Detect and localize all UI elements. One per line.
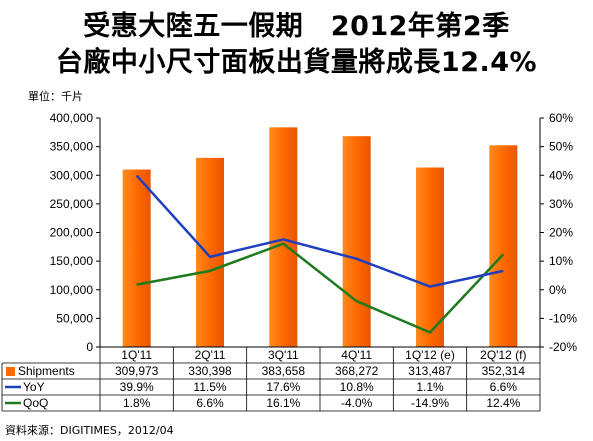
data-label-shipments: 383,658 bbox=[262, 364, 306, 378]
chart-title-line-1: 受惠大陸五一假期 2012年第2季 bbox=[83, 11, 510, 42]
shipments-bar bbox=[489, 145, 518, 347]
right-tick-label: 60% bbox=[549, 111, 573, 125]
left-tick-label: 150,000 bbox=[50, 254, 94, 268]
data-label-qoq: 6.6% bbox=[196, 396, 224, 410]
data-label-qoq: -14.9% bbox=[411, 396, 449, 410]
shipments-bar bbox=[269, 127, 298, 347]
data-label-yoy: 39.9% bbox=[120, 380, 154, 394]
data-label-qoq: -4.0% bbox=[341, 396, 373, 410]
right-tick-label: 10% bbox=[549, 254, 573, 268]
right-tick-label: -10% bbox=[549, 311, 577, 325]
right-tick-label: 0% bbox=[549, 283, 567, 297]
left-tick-label: 100,000 bbox=[50, 283, 94, 297]
data-label-shipments: 313,487 bbox=[408, 364, 452, 378]
data-label-yoy: 17.6% bbox=[266, 380, 300, 394]
category-label: 1Q'11 bbox=[121, 348, 152, 362]
yoy-line bbox=[135, 174, 504, 288]
data-label-shipments: 352,314 bbox=[482, 364, 526, 378]
right-tick-label: 30% bbox=[549, 197, 573, 211]
source-note: 資料來源：DIGITIMES，2012/04 bbox=[5, 424, 174, 437]
category-label: 2Q'12 (f) bbox=[480, 348, 526, 362]
left-tick-label: 250,000 bbox=[50, 197, 94, 211]
shipments-bar bbox=[196, 157, 224, 347]
chart-title-line-2: 台廠中小尺寸面板出貨量將成長12.4% bbox=[55, 47, 538, 78]
right-tick-label: 40% bbox=[549, 168, 573, 182]
category-label: 1Q'12 (e) bbox=[405, 348, 455, 362]
data-label-shipments: 330,398 bbox=[188, 364, 232, 378]
left-tick-label: 0 bbox=[86, 340, 93, 354]
legend-swatch-shipments bbox=[6, 367, 15, 376]
shipments-bar bbox=[122, 169, 151, 347]
data-label-yoy: 10.8% bbox=[340, 380, 374, 394]
right-tick-label: 20% bbox=[549, 226, 573, 240]
right-tick-label: 50% bbox=[549, 140, 573, 154]
unit-label: 單位：千片 bbox=[28, 90, 83, 103]
legend-label-qoq: QoQ bbox=[23, 396, 48, 410]
data-label-qoq: 16.1% bbox=[266, 396, 300, 410]
data-label-shipments: 309,973 bbox=[115, 364, 159, 378]
legend-label-shipments: Shipments bbox=[18, 364, 75, 378]
left-tick-label: 350,000 bbox=[50, 140, 94, 154]
shipments-bar bbox=[416, 167, 444, 347]
data-label-yoy: 1.1% bbox=[416, 380, 444, 394]
data-label-yoy: 11.5% bbox=[193, 380, 226, 394]
data-label-qoq: 1.8% bbox=[123, 396, 151, 410]
right-tick-label: -20% bbox=[549, 340, 577, 354]
legend-label-yoy: YoY bbox=[23, 380, 45, 394]
left-tick-label: 400,000 bbox=[50, 111, 94, 125]
data-label-qoq: 12.4% bbox=[486, 396, 520, 410]
category-label: 2Q'11 bbox=[195, 348, 226, 362]
category-label: 4Q'11 bbox=[341, 348, 372, 362]
category-label: 3Q'11 bbox=[268, 348, 299, 362]
shipments-bar bbox=[342, 136, 371, 347]
qoq-line bbox=[136, 242, 505, 334]
data-label-yoy: 6.6% bbox=[490, 380, 518, 394]
left-tick-label: 200,000 bbox=[50, 226, 94, 240]
left-tick-label: 300,000 bbox=[50, 168, 94, 182]
left-tick-label: 50,000 bbox=[56, 311, 93, 325]
data-label-shipments: 368,272 bbox=[335, 364, 379, 378]
